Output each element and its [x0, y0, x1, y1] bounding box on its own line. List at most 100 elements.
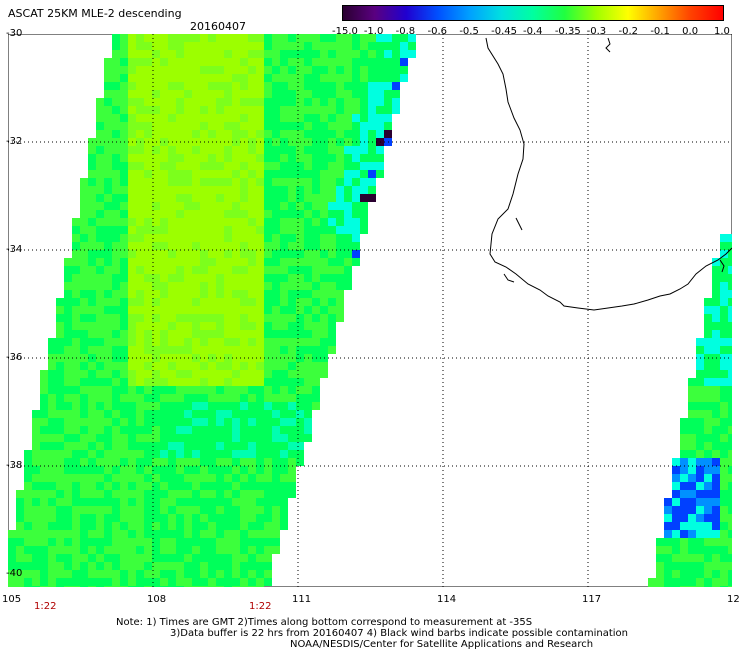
wind-cell	[88, 570, 96, 578]
wind-cell	[112, 58, 120, 66]
wind-cell	[216, 570, 224, 578]
wind-cell	[224, 218, 232, 226]
wind-cell	[80, 530, 88, 538]
wind-cell	[88, 210, 96, 218]
wind-cell	[264, 402, 272, 410]
wind-cell	[176, 546, 184, 554]
wind-cell	[696, 522, 704, 530]
wind-cell	[128, 522, 136, 530]
wind-cell	[296, 34, 304, 42]
wind-cell	[312, 226, 320, 234]
wind-cell	[256, 362, 264, 370]
wind-cell	[160, 442, 168, 450]
wind-cell	[360, 34, 368, 42]
wind-cell	[40, 522, 48, 530]
wind-cell	[144, 250, 152, 258]
color-scale-label: -0.45	[491, 26, 518, 37]
wind-cell	[232, 378, 240, 386]
wind-cell	[256, 74, 264, 82]
wind-cell	[192, 522, 200, 530]
wind-cell	[672, 474, 680, 482]
wind-cell	[40, 538, 48, 546]
wind-cell	[168, 362, 176, 370]
wind-cell	[408, 50, 416, 58]
wind-cell	[336, 162, 344, 170]
wind-cell	[120, 130, 128, 138]
wind-cell	[256, 570, 264, 578]
wind-cell	[56, 570, 64, 578]
wind-cell	[104, 130, 112, 138]
wind-cell	[64, 322, 72, 330]
wind-cell	[672, 522, 680, 530]
wind-cell	[160, 282, 168, 290]
wind-cell	[264, 394, 272, 402]
wind-cell	[248, 570, 256, 578]
wind-cell	[176, 42, 184, 50]
wind-cell	[88, 330, 96, 338]
wind-cell	[712, 282, 720, 290]
wind-cell	[704, 490, 712, 498]
wind-cell	[40, 394, 48, 402]
wind-cell	[208, 586, 216, 587]
wind-cell	[720, 538, 728, 546]
wind-cell	[128, 586, 136, 587]
wind-cell	[728, 426, 732, 434]
wind-cell	[80, 258, 88, 266]
wind-cell	[392, 106, 400, 114]
wind-cell	[80, 490, 88, 498]
wind-cell	[664, 546, 672, 554]
wind-cell	[152, 338, 160, 346]
wind-cell	[104, 370, 112, 378]
wind-cell	[224, 514, 232, 522]
wind-cell	[344, 50, 352, 58]
wind-cell	[392, 66, 400, 74]
wind-cell	[136, 466, 144, 474]
wind-cell	[272, 370, 280, 378]
wind-cell	[120, 282, 128, 290]
color-scale-label: -0.5	[459, 26, 479, 37]
wind-cell	[664, 506, 672, 514]
wind-cell	[328, 210, 336, 218]
wind-cell	[360, 130, 368, 138]
wind-cell	[32, 546, 40, 554]
wind-cell	[216, 418, 224, 426]
wind-cell	[216, 474, 224, 482]
wind-cell	[224, 210, 232, 218]
wind-cell	[296, 402, 304, 410]
wind-cell	[248, 394, 256, 402]
wind-cell	[104, 586, 112, 587]
wind-cell	[240, 482, 248, 490]
wind-cell	[248, 418, 256, 426]
wind-cell	[272, 450, 280, 458]
time-label-right: 1:22	[249, 601, 272, 612]
wind-cell	[112, 258, 120, 266]
wind-cell	[96, 530, 104, 538]
wind-cell	[248, 450, 256, 458]
wind-cell	[672, 466, 680, 474]
wind-cell	[176, 242, 184, 250]
wind-cell	[120, 458, 128, 466]
wind-cell	[208, 178, 216, 186]
wind-cell	[40, 418, 48, 426]
wind-cell	[160, 234, 168, 242]
wind-cell	[720, 386, 728, 394]
wind-cell	[704, 394, 712, 402]
wind-cell	[344, 178, 352, 186]
wind-cell	[704, 474, 712, 482]
wind-cell	[264, 306, 272, 314]
wind-cell	[8, 578, 16, 586]
wind-cell	[160, 194, 168, 202]
wind-cell	[256, 522, 264, 530]
wind-cell	[184, 378, 192, 386]
wind-cell	[352, 146, 360, 154]
longitude-label: 120	[727, 594, 740, 605]
wind-cell	[720, 410, 728, 418]
wind-cell	[32, 514, 40, 522]
wind-cell	[296, 162, 304, 170]
wind-cell	[312, 314, 320, 322]
wind-cell	[320, 98, 328, 106]
wind-cell	[96, 498, 104, 506]
wind-cell	[200, 202, 208, 210]
wind-cell	[328, 290, 336, 298]
wind-cell	[120, 314, 128, 322]
